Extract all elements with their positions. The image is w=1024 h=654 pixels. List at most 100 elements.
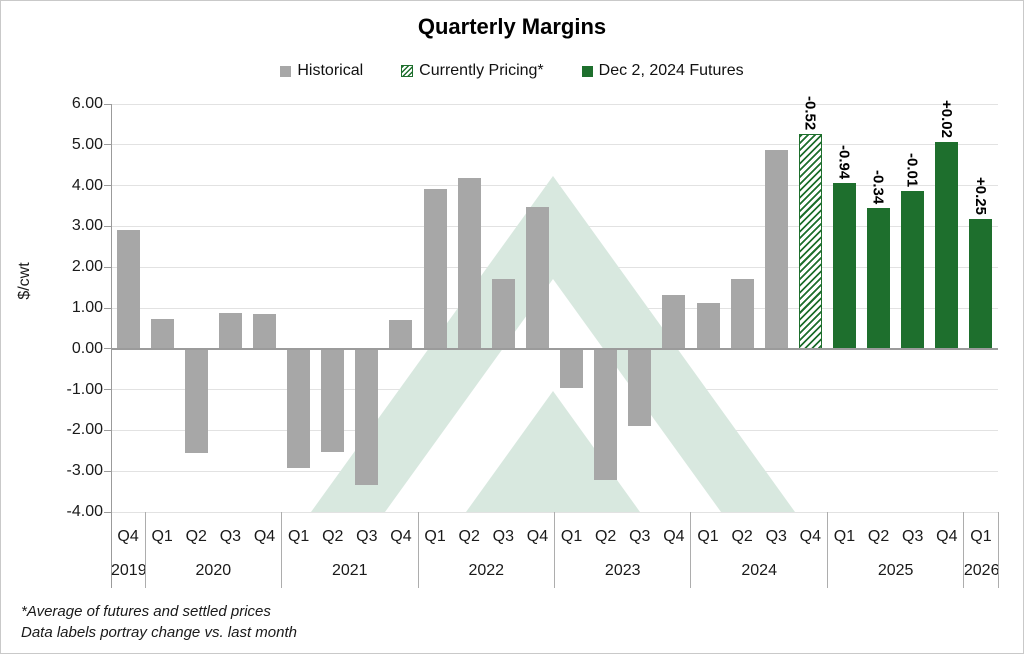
y-axis-tick [104, 103, 111, 105]
x-quarter-label: Q1 [970, 528, 992, 545]
y-tick-label: 2.00 [71, 258, 103, 276]
y-axis-tick [104, 429, 111, 431]
historical-bar [764, 149, 788, 349]
x-quarter-label: Q3 [219, 528, 242, 545]
futures-bar [969, 219, 993, 349]
historical-bar [560, 348, 584, 389]
currently-pricing-swatch-icon [401, 65, 414, 77]
y-tick-label: 6.00 [71, 95, 103, 112]
historical-bar [696, 302, 720, 349]
x-quarter-label: Q1 [151, 528, 173, 545]
x-quarter-label: Q4 [253, 528, 276, 545]
x-quarter-label: Q2 [731, 528, 753, 545]
watermark-inner-triangle [466, 391, 640, 512]
x-quarter-label: Q3 [492, 528, 514, 545]
historical-bar [355, 348, 379, 485]
x-quarter-label: Q1 [560, 528, 583, 545]
year-separator [690, 512, 692, 588]
y-axis-tick [104, 307, 111, 309]
x-year-label: 2024 [741, 562, 777, 579]
year-separator [417, 512, 419, 588]
historical-bar [184, 348, 208, 453]
x-year-label: 2026 [963, 562, 1000, 579]
y-axis-tick [104, 266, 111, 268]
x-year-label: 2020 [195, 562, 232, 579]
x-quarter-label: Q2 [594, 528, 617, 545]
x-quarter-label: Q1 [697, 528, 719, 545]
x-year-label: 2022 [468, 562, 505, 579]
x-year-label: 2025 [877, 562, 914, 579]
historical-bar [287, 348, 311, 469]
bar-change-label: -0.01 [903, 153, 921, 188]
x-quarter-label: Q4 [526, 528, 549, 545]
y-tick-label: 3.00 [71, 217, 103, 235]
historical-bar [116, 230, 140, 349]
historical-bar [423, 188, 447, 349]
y-axis-tick [104, 144, 111, 146]
y-axis-tick [104, 348, 111, 350]
year-separator [826, 512, 828, 588]
footnote-line1: *Average of futures and settled prices [21, 603, 271, 620]
y-tick-label: 5.00 [71, 135, 103, 153]
y-tick-label: -1.00 [66, 380, 103, 398]
y-tick-label: 4.00 [71, 176, 103, 194]
y-axis-line [111, 104, 112, 588]
y-tick-label: -3.00 [66, 462, 103, 480]
legend-item-currently-pricing: Currently Pricing* [401, 62, 544, 80]
x-quarter-label: Q2 [458, 528, 480, 545]
x-quarter-label: Q4 [663, 528, 685, 545]
x-quarter-label: Q4 [390, 528, 412, 545]
watermark-logo [311, 176, 795, 512]
gridline [111, 144, 998, 146]
futures-bar [832, 183, 856, 349]
x-quarter-label: Q3 [902, 528, 924, 545]
x-quarter-label: Q4 [936, 528, 958, 545]
y-tick-label: -4.00 [66, 503, 103, 520]
historical-bar [525, 206, 549, 349]
historical-bar [218, 312, 242, 349]
x-quarter-label: Q3 [765, 528, 787, 545]
futures-bar [935, 142, 959, 349]
legend-item-historical: Historical [280, 62, 363, 80]
gridline [111, 103, 998, 105]
y-axis-tick [104, 389, 111, 391]
year-separator [281, 512, 283, 588]
historical-bar [628, 348, 652, 426]
futures-bar [901, 191, 925, 349]
historical-swatch-icon [280, 65, 292, 77]
y-axis-tick [104, 225, 111, 227]
x-quarter-label: Q1 [287, 528, 310, 545]
legend-label-currently-pricing: Currently Pricing* [419, 62, 544, 79]
x-quarter-label: Q3 [356, 528, 378, 545]
y-axis-tick [104, 470, 111, 472]
x-year-label: 2023 [604, 562, 641, 579]
bar-change-label: -0.94 [835, 144, 853, 180]
bar-change-label: +0.25 [971, 177, 989, 216]
historical-bar [730, 279, 754, 349]
year-separator [554, 512, 555, 588]
historical-bar [594, 348, 618, 481]
zero-axis-line [111, 347, 998, 350]
legend-label-futures: Dec 2, 2024 Futures [598, 62, 744, 79]
y-tick-label: 1.00 [71, 299, 103, 316]
x-quarter-label: Q1 [833, 528, 856, 545]
bar-change-label: -0.52 [801, 96, 819, 131]
chart-title: Quarterly Margins [417, 14, 607, 39]
y-tick-label: -2.00 [66, 421, 103, 439]
historical-bar [321, 348, 345, 452]
historical-bar [662, 294, 686, 349]
historical-bar [150, 319, 174, 349]
historical-bar [389, 320, 413, 349]
x-year-label: 2019 [111, 562, 147, 579]
x-quarter-label: Q3 [629, 528, 651, 545]
x-quarter-label: Q2 [185, 528, 207, 545]
x-quarter-label: Q4 [799, 528, 822, 545]
legend-item-futures: Dec 2, 2024 Futures [581, 62, 744, 80]
year-separator [997, 512, 999, 588]
y-axis-tick [104, 511, 111, 513]
year-separator [963, 512, 965, 588]
bar-change-label: -0.34 [869, 169, 887, 205]
